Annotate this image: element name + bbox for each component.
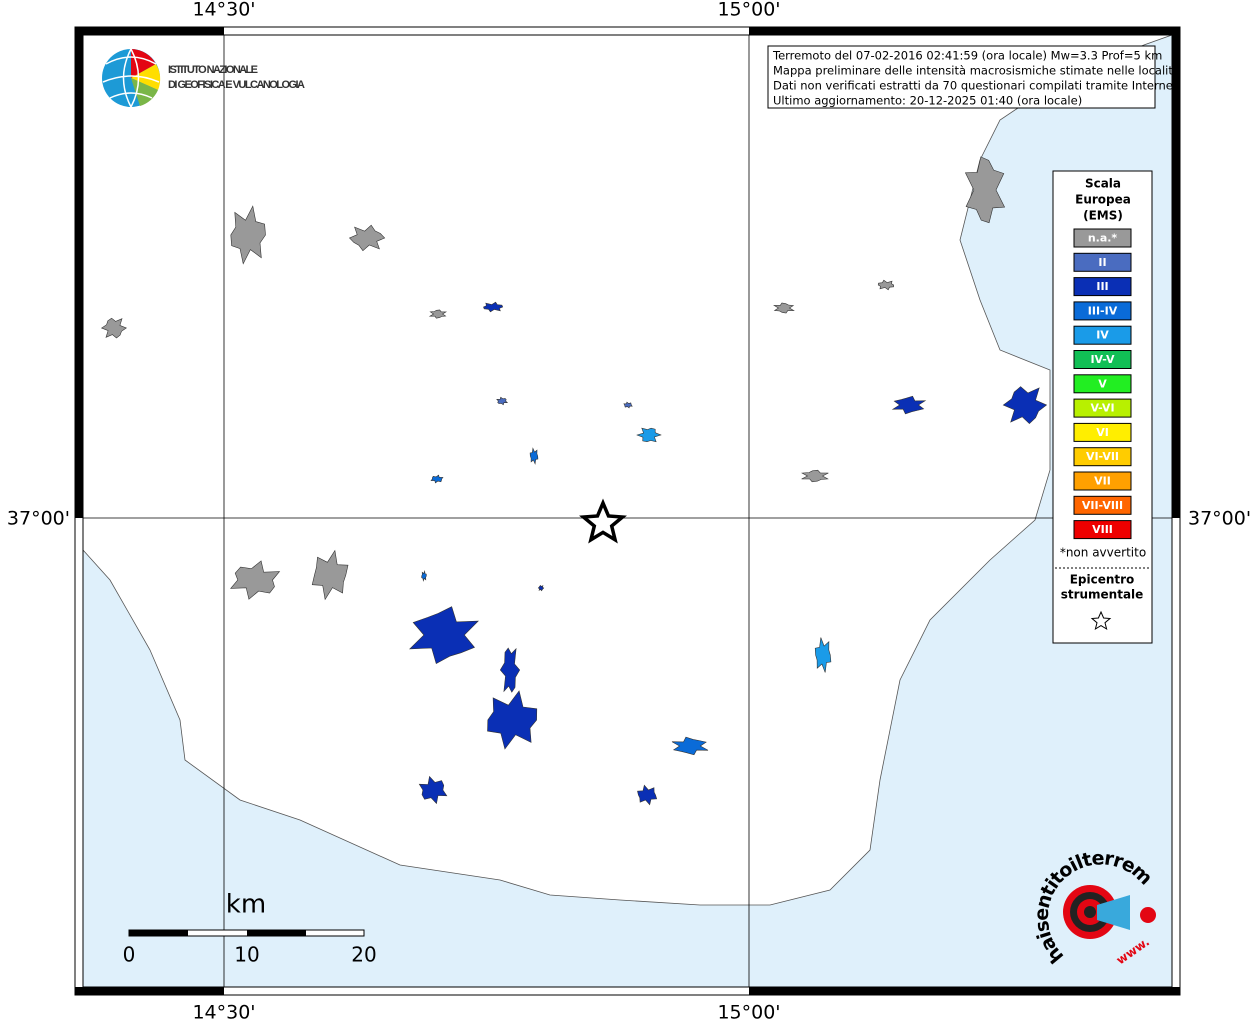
municipality-area [637,784,658,806]
municipality-area [773,302,795,314]
legend-label: III [1096,280,1108,293]
lon-label: 15°00' [717,1002,780,1024]
legend-label: VI [1096,426,1109,439]
municipality-area [230,560,281,600]
info-line: Terremoto del 07-02-2016 02:41:59 (ora l… [772,49,1162,63]
info-line: Mappa preliminare delle intensità macros… [773,64,1180,78]
legend-swatch [1073,252,1132,272]
municipality-area [418,775,448,805]
legend-star [1090,610,1112,631]
municipality-area [100,317,127,339]
legend-swatch [1073,471,1132,491]
municipality-area [487,690,538,750]
legend-title: Europea [1075,193,1131,207]
legend-epicenter: strumentale [1061,588,1144,602]
municipality-area [428,309,448,319]
frame [74,26,1181,996]
legend-swatch [1073,350,1132,369]
municipality-area [671,736,709,756]
legend-label: VI-VII [1086,450,1119,463]
legend-label: VIII [1092,523,1113,536]
lon-label: 15°00' [717,0,780,21]
municipality-area [483,301,504,313]
info-line: Ultimo aggiornamento: 20-12-2025 01:40 (… [773,94,1082,108]
legend-label: n.a.* [1088,232,1118,245]
legend-swatch [1073,301,1132,321]
legend-swatch [1073,277,1132,297]
municipality-area [430,474,444,484]
legend-swatch [1073,398,1132,418]
municipality-area [421,570,427,582]
municipality-area [801,469,829,483]
municipality-area [814,637,832,673]
legend-swatch [1073,374,1132,394]
legend-swatch [1073,520,1132,540]
legend-label: VII-VIII [1082,499,1123,512]
info-line: Dati non verificati estratti da 70 quest… [773,79,1181,93]
legend-label: IV-V [1090,353,1115,366]
municipality-area [623,401,633,409]
legend-swatch [1073,422,1132,442]
institute-name: DI GEOFISICA E VULCANOLOGIA [168,79,305,91]
municipality-area [964,156,1006,224]
scale-label: 10 [234,943,259,967]
municipality-area [499,647,521,693]
municipality-area [230,205,266,265]
legend-swatch [1073,325,1132,345]
legend-label: II [1098,256,1106,269]
scale-bar [128,929,365,937]
scale-label: 20 [351,943,376,967]
lon-label: 14°30' [192,1002,255,1024]
scale-label: 0 [123,943,136,967]
scale-unit: km [226,890,266,920]
municipality-area [537,584,545,592]
badge [1063,885,1156,939]
municipality-area [311,549,349,601]
legend-swatch [1073,447,1132,467]
legend-title: (EMS) [1083,209,1123,223]
legend-swatch [1073,228,1132,248]
institute-name: ISTITUTO NAZIONALE [168,64,258,76]
legend-label: VII [1094,475,1111,488]
municipality-area [891,395,927,415]
legend-title: Scala [1085,177,1121,191]
legend-label: IV [1096,329,1109,342]
municipality-area [496,396,509,406]
legend-label: III-IV [1088,304,1118,317]
ingv-logo [102,48,161,108]
legend-swatch [1073,495,1132,515]
legend-epicenter: Epicentro [1070,573,1135,587]
municipality-area [877,279,895,291]
lon-label: 14°30' [192,0,255,21]
municipality-area [636,427,662,443]
municipality-area [348,224,386,252]
lat-label: 37°00' [1188,508,1251,530]
epicenter [579,498,627,544]
legend-note: *non avvertito [1060,546,1146,560]
info-box [767,45,1156,109]
lat-label: 37°00' [7,508,70,530]
legend-label: V [1098,377,1107,390]
municipality-area [529,447,539,465]
municipality-area [1002,386,1048,425]
municipality-area [409,606,479,665]
legend-label: V-VI [1090,402,1114,415]
